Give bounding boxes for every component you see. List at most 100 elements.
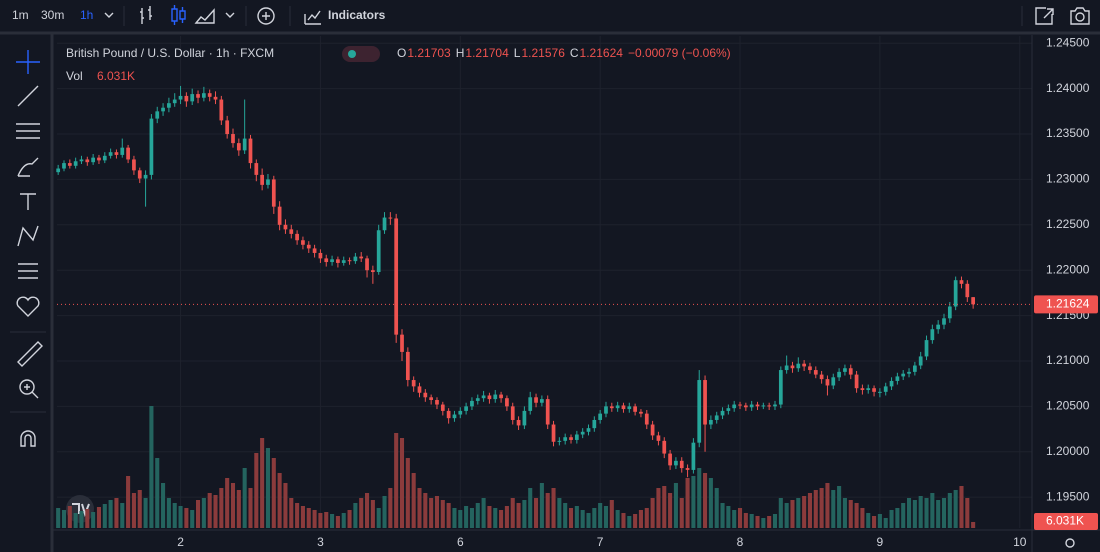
compare-button[interactable] xyxy=(257,7,275,25)
volume-bar xyxy=(306,508,311,528)
candle-body xyxy=(143,174,148,179)
candle-body xyxy=(551,424,556,442)
ohlc-value: 1.21624 xyxy=(580,46,624,60)
volume-bar xyxy=(161,483,166,528)
candle-body xyxy=(201,93,206,98)
candle-body xyxy=(895,376,900,381)
volume-bar xyxy=(953,490,958,528)
volume-bar xyxy=(248,488,253,528)
interval-button[interactable]: 1h xyxy=(80,8,93,22)
candle-body xyxy=(569,437,573,440)
ohlc-value: 1.21576 xyxy=(521,46,565,60)
volume-bar xyxy=(895,508,900,528)
fullscreen-button[interactable] xyxy=(1035,7,1054,25)
interval-button[interactable]: 30m xyxy=(41,8,64,22)
volume-bar xyxy=(784,503,789,528)
volume-bar xyxy=(703,473,708,528)
candle-body xyxy=(540,399,544,403)
candle-body xyxy=(732,404,737,409)
candle-body xyxy=(598,413,603,420)
pattern-tool[interactable] xyxy=(17,225,39,247)
volume-bar xyxy=(697,468,702,528)
candle-body xyxy=(475,398,480,401)
candle-body xyxy=(505,398,509,407)
toggle[interactable] xyxy=(342,46,380,62)
candle-body xyxy=(102,155,107,161)
fib-tool[interactable] xyxy=(16,123,40,139)
volume-bar xyxy=(825,483,830,528)
candle-type-button[interactable] xyxy=(171,5,186,25)
candle-body xyxy=(435,400,439,405)
indicators-icon[interactable] xyxy=(304,10,321,25)
candle-body xyxy=(306,244,311,249)
volume-bar xyxy=(802,496,807,528)
candle-body xyxy=(872,388,876,392)
volume-bar xyxy=(621,513,626,528)
indicators-button[interactable]: Indicators xyxy=(328,8,386,22)
snapshot-button[interactable] xyxy=(1070,7,1090,25)
volume-bar xyxy=(434,496,440,528)
volume-bar xyxy=(79,511,84,528)
crosshair-tool[interactable] xyxy=(16,50,40,74)
candle-body xyxy=(464,406,468,411)
candle-body xyxy=(534,397,538,403)
volume-bar xyxy=(574,506,579,528)
settings-button[interactable] xyxy=(1065,538,1075,548)
bar-type-button[interactable] xyxy=(140,6,152,24)
volume-bar xyxy=(114,498,119,528)
interval-dropdown[interactable] xyxy=(104,12,114,18)
volume-bar xyxy=(219,488,224,528)
ohlc-key: L xyxy=(514,46,521,60)
candle-body xyxy=(91,157,95,163)
candle-body xyxy=(726,408,731,411)
candle-body xyxy=(778,370,783,405)
area-type-button[interactable] xyxy=(194,8,215,24)
volume-bar xyxy=(446,503,451,528)
magnet-tool[interactable] xyxy=(20,430,36,447)
interval-button[interactable]: 1m xyxy=(12,8,29,22)
candle-body xyxy=(487,395,492,400)
brush-tool[interactable] xyxy=(17,157,39,177)
volume-bar xyxy=(563,503,568,528)
candle-body xyxy=(330,259,334,263)
y-tick-label: 1.23000 xyxy=(1046,172,1090,186)
candle-body xyxy=(580,431,585,435)
candle-body xyxy=(236,143,241,151)
volume-bar xyxy=(633,514,638,528)
volume-bar xyxy=(423,493,428,528)
volume-bar xyxy=(201,498,206,528)
zoom-tool[interactable] xyxy=(19,379,35,395)
candle-body xyxy=(382,217,387,231)
candle-body xyxy=(219,99,224,121)
volume-bar xyxy=(143,498,148,528)
x-tick-label: 9 xyxy=(877,535,884,549)
volume-bar xyxy=(388,488,393,528)
candle-body xyxy=(720,410,725,416)
candle-body xyxy=(924,340,929,357)
volume-bar xyxy=(720,503,725,528)
candle-body xyxy=(592,419,597,429)
candle-body xyxy=(644,413,649,425)
volume-bar xyxy=(56,508,61,528)
y-tick-label: 1.22500 xyxy=(1046,217,1090,231)
candle-body xyxy=(312,248,317,253)
measure-tool[interactable] xyxy=(17,341,43,367)
volume-bar xyxy=(499,510,504,528)
chart-type-dropdown[interactable] xyxy=(225,12,235,18)
favorites-tool[interactable] xyxy=(16,296,40,317)
candle-body xyxy=(878,391,882,393)
text-tool[interactable] xyxy=(20,193,36,210)
candle-body xyxy=(248,138,253,164)
candle-body xyxy=(883,386,888,392)
prediction-tool[interactable] xyxy=(18,263,38,279)
volume-bar xyxy=(330,514,335,528)
candle-body xyxy=(242,138,247,151)
compare-icon xyxy=(262,12,270,20)
trendline-tool[interactable] xyxy=(17,85,39,107)
volume-bar xyxy=(673,483,678,528)
volume-bar xyxy=(289,498,294,528)
candle-body xyxy=(691,442,696,470)
volume-bar xyxy=(347,510,352,528)
volume-bar xyxy=(155,458,160,528)
